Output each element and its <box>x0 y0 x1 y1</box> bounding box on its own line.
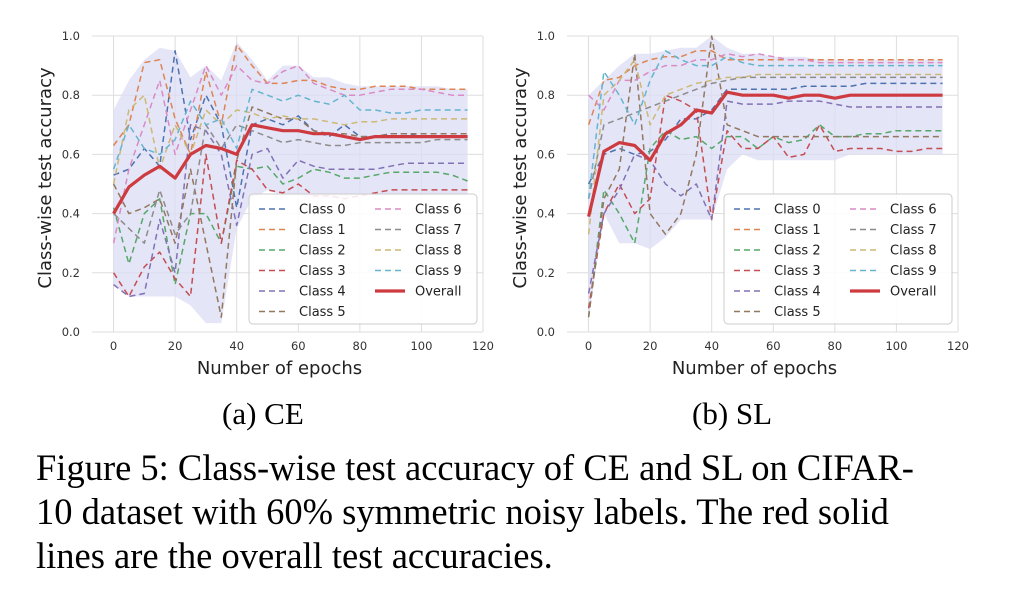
sl-series-class-1 <box>587 50 943 126</box>
ce-series-overall <box>112 123 468 215</box>
sl-xtick-label: 60 <box>766 339 781 353</box>
ce-legend-label-overall: Overall <box>415 285 461 300</box>
sl-legend-label-class-2: Class 2 <box>774 244 821 259</box>
caption-line: lines are the overall test accuracies. <box>36 535 553 576</box>
ce-legend-label-class-2: Class 2 <box>299 244 346 259</box>
sl-series-overall <box>587 90 943 217</box>
ce-legend-label-class-4: Class 4 <box>299 285 346 300</box>
ce-ytick-label: 0.0 <box>62 325 80 339</box>
ce-xtick-label: 20 <box>168 339 183 353</box>
ce-range-band <box>113 41 468 324</box>
caption-line: Figure 5: Class-wise test accuracy of CE… <box>36 447 914 488</box>
ce-xtick-label: 120 <box>472 339 494 353</box>
ce-series-class-7 <box>113 124 468 244</box>
sl-ytick-label: 0.4 <box>537 207 555 221</box>
sl-xtick-label: 0 <box>585 339 592 353</box>
chart-ce: 0 20 40 60 80 100 120 0.0 0.2 0.4 0.6 0.8 1.0 Number … <box>35 29 494 379</box>
ce-series-class-2 <box>112 165 468 286</box>
ce-series-class-8 <box>112 94 468 185</box>
ce-ytick-label: 0.4 <box>62 207 80 221</box>
subcaption-a: (a) CE <box>222 396 304 431</box>
sl-ytick-label: 1.0 <box>537 29 555 43</box>
sl-legend-label-overall: Overall <box>890 285 936 300</box>
sl-series-class-0 <box>587 82 943 185</box>
ce-legend <box>248 193 478 325</box>
sl-xtick-label: 100 <box>885 339 907 353</box>
ce-ytick-label: 0.2 <box>62 266 80 280</box>
sl-ytick-label: 0.2 <box>537 266 555 280</box>
sl-legend-label-class-8: Class 8 <box>890 244 937 259</box>
chart-sl: 0 20 40 60 80 100 120 0.0 0.2 0.4 0.6 0.8 1.0 Number … <box>510 29 969 379</box>
sl-ytick-label: 0.0 <box>537 325 555 339</box>
ce-xtick-label: 80 <box>353 339 368 353</box>
sl-legend <box>723 193 953 325</box>
ce-series-class-5 <box>112 106 468 318</box>
sl-xtick-label: 20 <box>643 339 658 353</box>
ce-xtick-label: 60 <box>291 339 306 353</box>
ce-ytick-label: 1.0 <box>62 29 80 43</box>
ce-xtick-label: 40 <box>229 339 244 353</box>
sl-xtick-label: 40 <box>704 339 719 353</box>
ce-x-axis-label: Number of epochs <box>197 358 362 379</box>
ce-legend-label-class-1: Class 1 <box>299 223 346 238</box>
sl-xtick-label: 120 <box>947 339 969 353</box>
sl-legend-label-class-6: Class 6 <box>890 203 937 218</box>
sl-ytick-label: 0.8 <box>537 88 555 102</box>
subcaption-b: (b) SL <box>692 396 773 431</box>
figure-caption: Figure 5: Class-wise test accuracy of CE… <box>36 446 986 578</box>
ce-y-axis-label: Class-wise test accuracy <box>35 67 56 289</box>
ce-legend-label-class-0: Class 0 <box>299 203 346 218</box>
ce-legend-label-class-8: Class 8 <box>415 244 462 259</box>
ce-legend-label-class-7: Class 7 <box>415 223 462 238</box>
ce-series-class-9 <box>112 88 468 170</box>
ce-legend-label-class-3: Class 3 <box>299 264 346 279</box>
ce-xtick-label: 100 <box>410 339 432 353</box>
sl-series-class-6 <box>588 53 943 111</box>
sl-x-axis-label: Number of epochs <box>672 358 837 379</box>
sl-range-band <box>588 36 943 321</box>
ce-series-class-0 <box>113 50 468 209</box>
sl-legend-label-class-7: Class 7 <box>890 223 937 238</box>
ce-xtick-label: 0 <box>110 339 117 353</box>
sl-legend-label-class-4: Class 4 <box>774 285 821 300</box>
ce-legend-label-class-6: Class 6 <box>415 203 462 218</box>
sl-legend-label-class-5: Class 5 <box>774 305 821 320</box>
sl-series-class-3 <box>587 94 943 309</box>
ce-ytick-label: 0.6 <box>62 147 80 161</box>
sl-legend-label-class-0: Class 0 <box>774 203 821 218</box>
ce-series-class-6 <box>112 64 468 244</box>
sl-ytick-label: 0.6 <box>537 147 555 161</box>
sl-xtick-label: 80 <box>828 339 843 353</box>
ce-series-class-3 <box>112 153 468 298</box>
ce-legend-label-class-5: Class 5 <box>299 305 346 320</box>
sl-series-class-5 <box>587 35 943 318</box>
ce-legend-label-class-9: Class 9 <box>415 264 462 279</box>
sl-legend-label-class-1: Class 1 <box>774 223 821 238</box>
sl-series-class-9 <box>587 50 943 199</box>
ce-series-class-4 <box>113 124 468 298</box>
sl-series-class-7 <box>587 76 943 199</box>
sl-y-axis-label: Class-wise test accuracy <box>510 67 531 289</box>
sl-series-class-8 <box>587 58 943 235</box>
ce-ytick-label: 0.8 <box>62 88 80 102</box>
caption-line: 10 dataset with 60% symmetric noisy labe… <box>36 491 889 532</box>
sl-legend-label-class-3: Class 3 <box>774 264 821 279</box>
sl-legend-label-class-9: Class 9 <box>890 264 937 279</box>
